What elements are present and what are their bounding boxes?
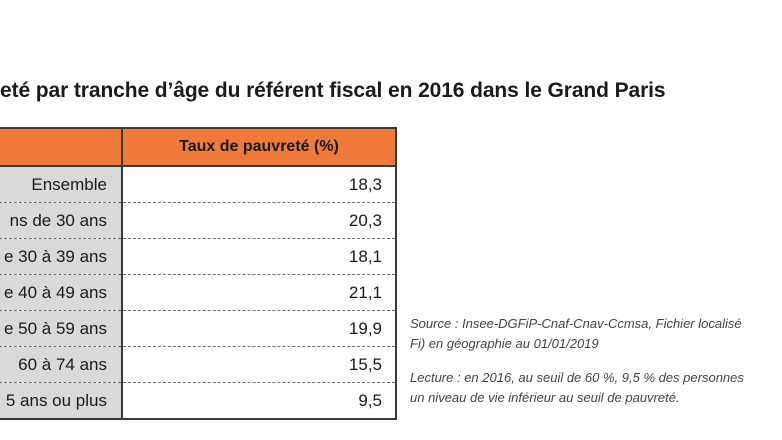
table-row: e 40 à 49 ans 21,1 bbox=[0, 274, 397, 311]
table-row: ns de 30 ans 20,3 bbox=[0, 202, 397, 239]
source-line-1: Source : Insee-DGFiP-Cnaf-Cnav-Ccmsa, Fi… bbox=[410, 316, 742, 331]
row-value: 18,3 bbox=[121, 166, 397, 203]
lecture-line-1: Lecture : en 2016, au seuil de 60 %, 9,5… bbox=[410, 370, 744, 385]
table-row: e 50 à 59 ans 19,9 bbox=[0, 310, 397, 347]
row-label: ns de 30 ans bbox=[0, 202, 122, 239]
row-label: Ensemble bbox=[0, 166, 122, 203]
lecture-note: Lecture : en 2016, au seuil de 60 %, 9,5… bbox=[410, 368, 782, 408]
lecture-line-2: un niveau de vie inférieur au seuil de p… bbox=[410, 390, 680, 405]
table-title: eté par tranche d’âge du référent fiscal… bbox=[0, 79, 666, 102]
row-label: 60 à 74 ans bbox=[0, 346, 122, 383]
row-value: 20,3 bbox=[121, 202, 397, 239]
row-label: e 40 à 49 ans bbox=[0, 274, 122, 311]
source-note: Source : Insee-DGFiP-Cnaf-Cnav-Ccmsa, Fi… bbox=[410, 314, 782, 354]
row-value: 19,9 bbox=[121, 310, 397, 347]
source-line-2: Fi) en géographie au 01/01/2019 bbox=[410, 336, 599, 351]
table-row: e 30 à 39 ans 18,1 bbox=[0, 238, 397, 275]
table-row: 5 ans ou plus 9,5 bbox=[0, 382, 397, 420]
header-value-cell: Taux de pauvreté (%) bbox=[121, 127, 397, 167]
header-label-cell bbox=[0, 127, 122, 167]
row-label: e 30 à 39 ans bbox=[0, 238, 122, 275]
row-label: 5 ans ou plus bbox=[0, 382, 122, 420]
table-row: 60 à 74 ans 15,5 bbox=[0, 346, 397, 383]
row-label: e 50 à 59 ans bbox=[0, 310, 122, 347]
notes-block: Source : Insee-DGFiP-Cnaf-Cnav-Ccmsa, Fi… bbox=[410, 314, 782, 422]
poverty-table: Taux de pauvreté (%) Ensemble 18,3 ns de… bbox=[0, 127, 397, 420]
row-value: 15,5 bbox=[121, 346, 397, 383]
row-value: 9,5 bbox=[121, 382, 397, 420]
row-value: 21,1 bbox=[121, 274, 397, 311]
row-value: 18,1 bbox=[121, 238, 397, 275]
table-row: Ensemble 18,3 bbox=[0, 166, 397, 203]
table-header-row: Taux de pauvreté (%) bbox=[0, 127, 397, 167]
